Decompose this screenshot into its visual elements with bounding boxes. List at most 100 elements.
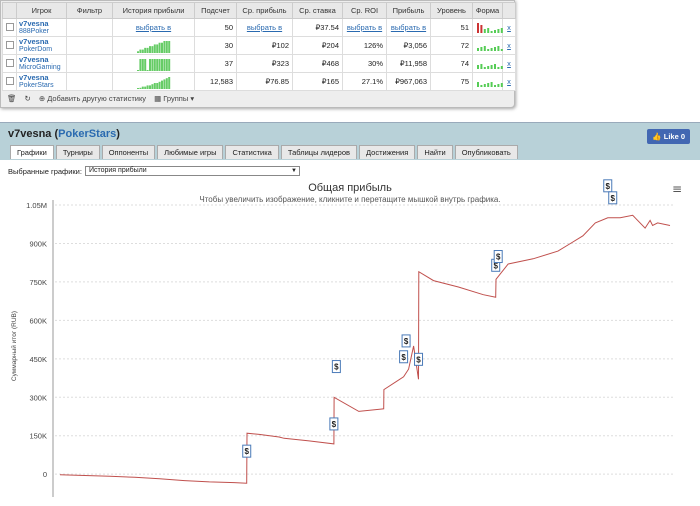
sparkline-bar: [155, 82, 158, 89]
groups-button[interactable]: ▦ Группы ▾: [154, 94, 195, 103]
checkbox[interactable]: [6, 40, 14, 49]
form-bar: [477, 64, 479, 69]
tab-7[interactable]: Найти: [417, 145, 453, 159]
chart-select-dropdown[interactable]: История прибыли: [84, 166, 300, 176]
sparkline-bar: [160, 58, 163, 71]
form-bar: [483, 66, 486, 69]
profit-cell: ₽3,056: [386, 36, 431, 55]
form-sparkline: [477, 45, 503, 51]
sparkline-bar: [136, 87, 139, 89]
sparkline-bar: [138, 58, 141, 71]
remove-cell: x: [502, 18, 516, 37]
profit-chart[interactable]: Общая прибыль Чтобы увеличить изображение…: [0, 177, 700, 504]
table-toolbar: 🗑 ↻ ⊕ Добавить другую статистику ▦ Групп…: [7, 94, 194, 103]
room-name: 888Poker: [19, 27, 49, 35]
tab-0[interactable]: Графики: [10, 145, 54, 159]
col-avg-profit[interactable]: Ср. прибыль: [236, 2, 293, 19]
col-count[interactable]: Подсчет: [194, 2, 237, 19]
remove-button[interactable]: x: [507, 77, 511, 86]
add-stat-button[interactable]: ⊕ Добавить другую статистику: [38, 94, 147, 103]
form-bar: [487, 27, 490, 33]
col-filter[interactable]: Фильтр: [66, 2, 113, 19]
col-history[interactable]: История прибыли: [112, 2, 195, 19]
col-level[interactable]: Уровень: [430, 2, 473, 19]
filter-link[interactable]: выбрать в: [135, 23, 172, 32]
player-header: v7vesna (PokerStars) 👍 Like 0: [0, 122, 700, 144]
form-bar: [487, 48, 490, 51]
trash-icon[interactable]: 🗑: [7, 94, 17, 103]
tab-8[interactable]: Опубликовать: [454, 145, 518, 159]
table-row[interactable]: v7vesna PokerDom 30 ₽102 ₽204 126% ₽3,056 72 x: [2, 36, 516, 55]
sparkline-bar: [153, 58, 156, 71]
row-checkbox[interactable]: [2, 72, 17, 91]
table-row[interactable]: v7vesna 888Poker выбрать в 50 выбрать в ₽37.5…: [2, 18, 516, 37]
sparkline-bar: [167, 40, 170, 53]
player-link[interactable]: v7vesna: [19, 54, 49, 64]
form-bar: [480, 46, 483, 51]
tab-3[interactable]: Любимые игры: [157, 145, 224, 159]
room-name: PokerDom: [19, 45, 53, 53]
remove-button[interactable]: x: [507, 23, 511, 32]
player-cell: v7vesna PokerDom: [16, 36, 67, 55]
marker-label: $: [334, 363, 339, 372]
tab-1[interactable]: Турниры: [55, 145, 100, 159]
room-link[interactable]: PokerStars: [58, 128, 117, 140]
filter-link[interactable]: выбрать в: [346, 23, 383, 32]
level-cell: 72: [430, 36, 473, 55]
refresh-icon[interactable]: ↻: [24, 94, 31, 103]
form-bar: [497, 66, 500, 69]
table-row[interactable]: v7vesna PokerStars 12,583 ₽76.85 ₽165 27.1% ₽9…: [2, 72, 516, 91]
row-checkbox[interactable]: [2, 36, 17, 55]
y-tick-label: 900K: [29, 239, 47, 248]
filter-link[interactable]: выбрать в: [390, 23, 427, 32]
tab-2[interactable]: Оппоненты: [101, 145, 156, 159]
form-bar: [494, 29, 496, 33]
player-link[interactable]: v7vesna: [19, 72, 49, 82]
player-cell: v7vesna MicroGaming: [16, 54, 67, 73]
avg-stake-cell: ₽204: [292, 36, 343, 55]
roi-cell: выбрать в: [342, 18, 387, 37]
tab-6[interactable]: Достижения: [359, 145, 416, 159]
checkbox[interactable]: [6, 76, 14, 85]
chart-select-label: Выбранные графики:: [8, 166, 82, 176]
sparkline-bar: [165, 40, 168, 53]
remove-button[interactable]: x: [507, 59, 511, 68]
checkbox[interactable]: [6, 22, 14, 31]
col-profit[interactable]: Прибыль: [386, 2, 431, 19]
tab-5[interactable]: Таблицы лидеров: [280, 145, 358, 159]
form-bar: [490, 64, 493, 69]
menu-icon[interactable]: ≡: [672, 182, 682, 196]
row-checkbox[interactable]: [2, 18, 17, 37]
sparkline-bar: [160, 80, 163, 89]
sparkline-bar: [158, 81, 161, 89]
player-name: v7vesna: [8, 128, 52, 140]
col-roi[interactable]: Ср. ROI: [342, 2, 387, 19]
player-link[interactable]: v7vesna: [19, 36, 49, 46]
y-tick-label: 300K: [29, 393, 47, 402]
marker-flag: [242, 444, 252, 458]
chart-subtitle: Чтобы увеличить изображение, кликните и …: [199, 195, 500, 204]
filter-cell: [66, 36, 113, 55]
y-axis-label: Суммарный итог (RUB): [10, 311, 18, 381]
sparkline-bar: [158, 42, 161, 53]
player-link[interactable]: v7vesna: [19, 18, 49, 28]
row-checkbox[interactable]: [2, 54, 17, 73]
like-button[interactable]: 👍 Like 0: [647, 129, 690, 144]
col-avg-stake[interactable]: Ср. ставка: [292, 2, 343, 19]
sparkline-bar: [141, 49, 144, 53]
add-stat-label: Добавить другую статистику: [47, 94, 147, 103]
history-sparkline: [136, 76, 170, 89]
remove-button[interactable]: x: [507, 41, 511, 50]
profit-line: [59, 214, 671, 484]
marker-label: $: [245, 447, 250, 456]
sparkline-bar: [146, 47, 149, 53]
checkbox[interactable]: [6, 58, 14, 67]
table-row[interactable]: v7vesna MicroGaming 37 ₽323 ₽468 30% ₽11,958 74…: [2, 54, 516, 73]
tab-4[interactable]: Статистика: [225, 145, 279, 159]
history-sparkline: [136, 58, 170, 71]
filter-link[interactable]: выбрать в: [246, 23, 283, 32]
col-player[interactable]: Игрок: [16, 2, 67, 19]
history-cell: выбрать в: [112, 18, 195, 37]
col-form[interactable]: Форма: [472, 2, 503, 19]
